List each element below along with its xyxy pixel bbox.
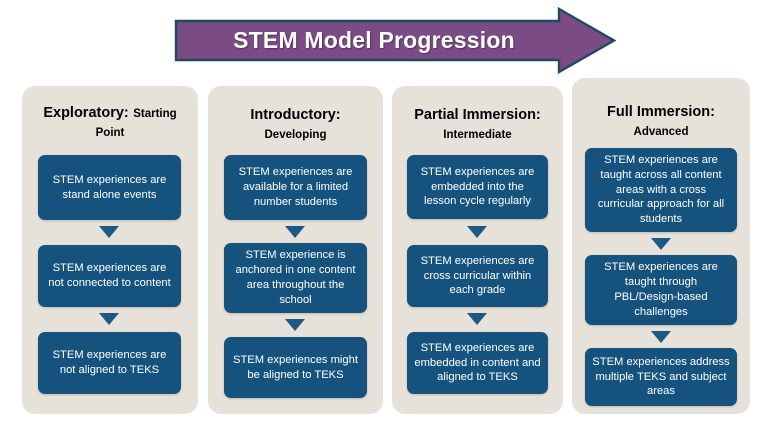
node-introductory-3: STEM experiences might be aligned to TEK… (224, 337, 367, 398)
node-introductory-2: STEM experience is anchored in one conte… (224, 243, 367, 313)
banner-arrow-shape (174, 7, 616, 74)
node-text: STEM experiences are embedded into the l… (420, 165, 535, 208)
connector-introductory-1 (285, 226, 305, 238)
column-heading-main: Exploratory: (43, 105, 129, 121)
node-text: STEM experience is anchored in one conte… (235, 249, 356, 306)
connector-introductory-2 (285, 319, 305, 331)
column-heading-sub: Developing (264, 128, 327, 141)
node-partial-immersion-1: STEM experiences are embedded into the l… (407, 155, 548, 219)
node-text: STEM experiences are not connected to co… (48, 262, 171, 289)
node-full-immersion-2: STEM experiences are taught through PBL/… (585, 255, 737, 325)
column-heading-exploratory: Exploratory: Starting Point (22, 86, 198, 142)
connector-full-immersion-1 (651, 238, 671, 250)
node-text: STEM experiences are available for a lim… (238, 166, 353, 208)
node-text: STEM experiences are not aligned to TEKS (52, 349, 167, 376)
node-text: STEM experiences are taught across all c… (597, 153, 725, 226)
column-heading-introductory: Introductory: Developing (208, 86, 383, 144)
column-heading-main: Partial Immersion: (414, 107, 541, 123)
node-exploratory-3: STEM experiences are not aligned to TEKS (38, 332, 181, 394)
connector-full-immersion-2 (651, 331, 671, 343)
node-text: STEM experiences are stand alone events (52, 173, 167, 201)
connector-exploratory-2 (99, 313, 119, 325)
column-heading-full-immersion: Full Immersion: Advanced (572, 78, 750, 141)
node-introductory-1: STEM experiences are available for a lim… (224, 155, 367, 220)
column-heading-main: Introductory: (250, 107, 341, 123)
node-text: STEM experiences might be aligned to TEK… (233, 353, 358, 381)
connector-partial-immersion-2 (467, 313, 487, 325)
node-text: STEM experiences are taught through PBL/… (604, 261, 718, 318)
connector-partial-immersion-1 (467, 226, 487, 238)
node-partial-immersion-3: STEM experiences are embedded in content… (407, 332, 548, 394)
node-text: STEM experiences are embedded in content… (414, 341, 541, 384)
column-heading-main: Full Immersion: (607, 104, 715, 120)
node-full-immersion-3: STEM experiences address multiple TEKS a… (585, 348, 737, 406)
node-full-immersion-1: STEM experiences are taught across all c… (585, 148, 737, 232)
column-heading-sub: Starting Point (95, 108, 177, 139)
connector-exploratory-1 (99, 226, 119, 238)
column-heading-sub: Intermediate (443, 128, 512, 141)
node-exploratory-1: STEM experiences are stand alone events (38, 155, 181, 220)
node-exploratory-2: STEM experiences are not connected to co… (38, 245, 181, 307)
node-text: STEM experiences address multiple TEKS a… (592, 355, 730, 398)
column-heading-partial-immersion: Partial Immersion: Intermediate (392, 86, 563, 144)
node-partial-immersion-2: STEM experiences are cross curricular wi… (407, 245, 548, 307)
node-text: STEM experiences are cross curricular wi… (420, 254, 535, 297)
column-heading-sub: Advanced (633, 125, 689, 138)
